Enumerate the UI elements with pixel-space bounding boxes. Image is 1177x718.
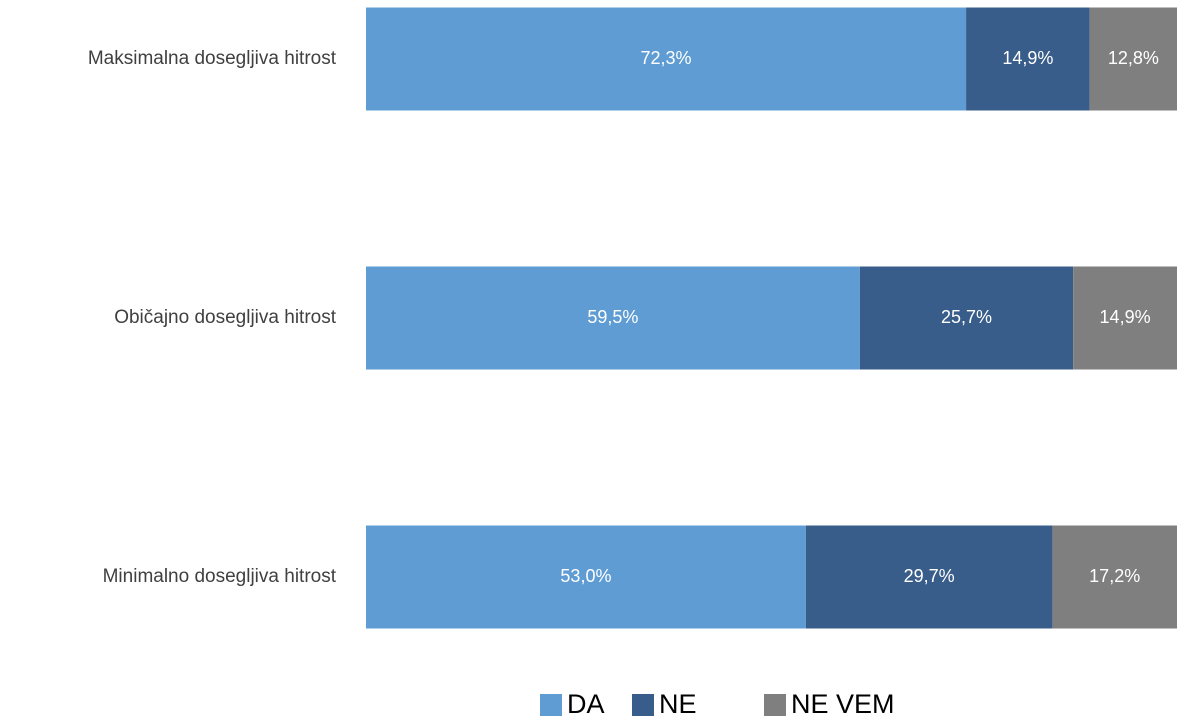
category-label: Običajno dosegljiva hitrost <box>114 307 337 328</box>
data-label: 17,2% <box>1089 566 1140 586</box>
legend-swatch <box>540 694 562 716</box>
category-label: Minimalno dosegljiva hitrost <box>103 566 337 587</box>
legend-swatch <box>764 694 786 716</box>
bar-segment <box>366 266 860 370</box>
bar-segment <box>805 525 1053 629</box>
data-label: 25,7% <box>941 307 992 327</box>
bar-segment <box>366 7 967 111</box>
data-label: 29,7% <box>904 566 955 586</box>
bar-segment <box>859 266 1074 370</box>
data-label: 72,3% <box>641 48 692 68</box>
bar-segment <box>366 525 806 629</box>
legend-swatch <box>632 694 654 716</box>
bar-segment <box>966 7 1090 111</box>
data-label: 12,8% <box>1108 48 1159 68</box>
legend-label: NE VEM <box>791 689 895 718</box>
category-label: Maksimalna dosegljiva hitrost <box>88 48 337 69</box>
bar-segment <box>1073 266 1177 370</box>
data-label: 59,5% <box>587 307 638 327</box>
data-label: 14,9% <box>1002 48 1053 68</box>
data-label: 53,0% <box>560 566 611 586</box>
legend-label: NE <box>659 689 697 718</box>
data-label: 14,9% <box>1100 307 1151 327</box>
legend-label: DA <box>567 689 605 718</box>
bar-segment <box>1052 525 1177 629</box>
bar-segment <box>1089 7 1177 111</box>
